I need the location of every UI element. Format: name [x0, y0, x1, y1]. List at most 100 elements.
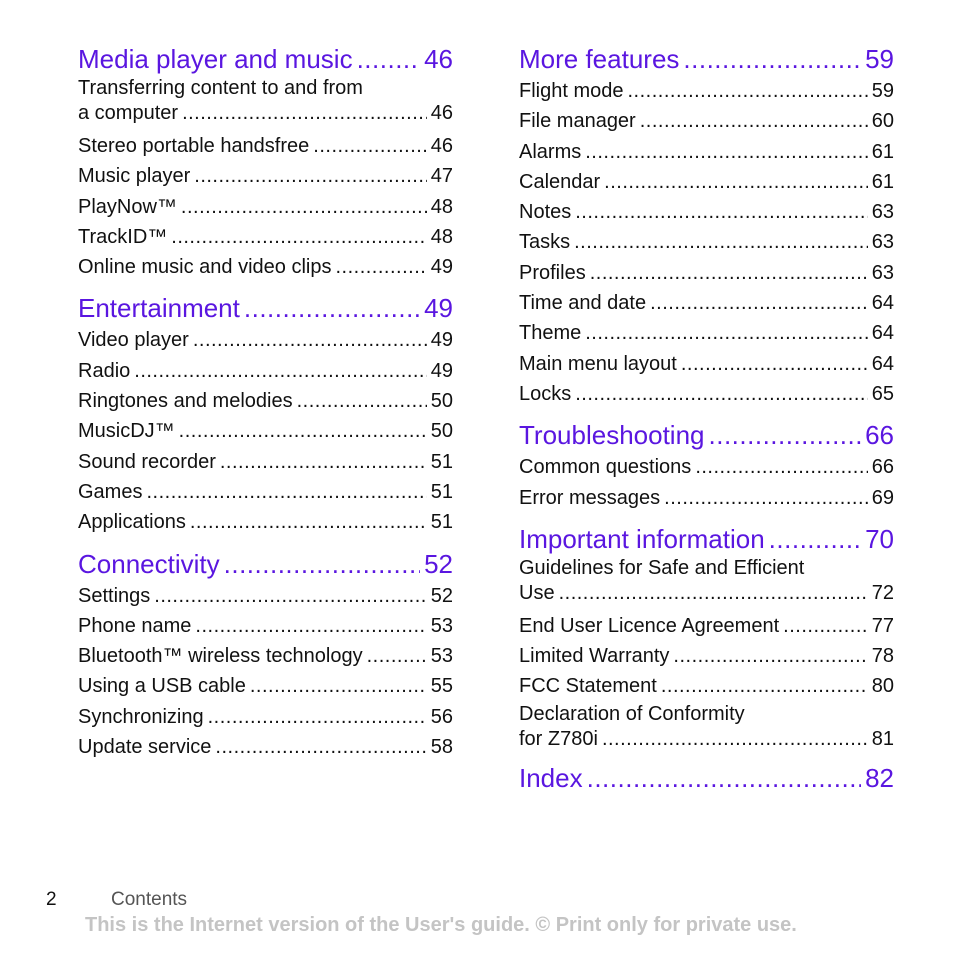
section-page-number: 49: [424, 293, 453, 324]
toc-entry[interactable]: Bluetooth™ wireless technology 53: [78, 641, 453, 671]
dot-leader: [182, 101, 427, 126]
toc-entry[interactable]: Radio 49: [78, 356, 453, 386]
toc-entry[interactable]: Video player 49: [78, 325, 453, 355]
entry-line: Video player 49: [78, 325, 453, 355]
toc-entry[interactable]: Main menu layout 64: [519, 349, 894, 379]
toc-entry[interactable]: Time and date 64: [519, 288, 894, 318]
entry-page-number: 61: [871, 170, 894, 193]
toc-entry[interactable]: Stereo portable handsfree 46: [78, 131, 453, 161]
section-heading[interactable]: Important information 70: [519, 522, 894, 556]
entry-page-number: 50: [430, 390, 453, 413]
toc-entry[interactable]: Tasks 63: [519, 227, 894, 257]
dot-leader: [604, 167, 868, 197]
dot-leader: [244, 291, 420, 325]
toc-entry[interactable]: Profiles 63: [519, 258, 894, 288]
toc-entry[interactable]: Alarms 61: [519, 137, 894, 167]
toc-entry[interactable]: Calendar 61: [519, 167, 894, 197]
section-heading[interactable]: Connectivity 52: [78, 547, 453, 581]
entry-page-number: 58: [430, 736, 453, 759]
entry-title-start: Transferring content to and from: [78, 77, 363, 99]
entry-line: Use 72: [519, 581, 894, 606]
entry-title: Games: [78, 480, 143, 503]
section-title: Troubleshooting: [519, 420, 705, 451]
entry-page-number: 48: [430, 225, 453, 248]
section-heading[interactable]: Index 82: [519, 761, 894, 795]
entry-page-number: 64: [871, 322, 894, 345]
toc-entry[interactable]: Theme 64: [519, 318, 894, 348]
section-title: Index: [519, 762, 583, 793]
toc-column-right: More features 59 Flight mode 59 File manager…: [519, 42, 894, 804]
toc-entry[interactable]: Error messages 69: [519, 483, 894, 513]
entry-line: Notes 63: [519, 197, 894, 227]
toc-section: More features 59 Flight mode 59 File manager…: [519, 42, 894, 409]
entry-line: a computer 46: [78, 101, 453, 126]
footer-note: This is the Internet version of the User…: [85, 914, 797, 936]
toc-entry[interactable]: MusicDJ™ 50: [78, 416, 453, 446]
section-heading[interactable]: Troubleshooting 66: [519, 418, 894, 452]
toc-entry[interactable]: End User Licence Agreement 77: [519, 611, 894, 641]
entry-title-start: Guidelines for Safe and Efficient: [519, 556, 805, 579]
toc-entry[interactable]: Settings 52: [78, 581, 453, 611]
section-title: Entertainment: [78, 293, 240, 324]
entry-line: End User Licence Agreement 77: [519, 611, 894, 641]
dot-leader: [585, 137, 868, 167]
entry-line: Tasks 63: [519, 227, 894, 257]
toc-entry[interactable]: Locks 65: [519, 379, 894, 409]
entry-page-number: 65: [871, 382, 894, 405]
dot-leader: [250, 671, 427, 701]
page-number: 2: [46, 889, 57, 910]
toc-entry[interactable]: Limited Warranty 78: [519, 641, 894, 671]
toc-entry[interactable]: FCC Statement 80: [519, 671, 894, 701]
toc-entry[interactable]: Using a USB cable 55: [78, 671, 453, 701]
toc-entry[interactable]: Music player 47: [78, 161, 453, 191]
entry-line: Games 51: [78, 477, 453, 507]
toc-section: Important information70Guidelines for Sa…: [519, 522, 894, 752]
section-heading[interactable]: More features 59: [519, 42, 894, 76]
dot-leader: [650, 288, 868, 318]
entry-page-number: 53: [430, 614, 453, 637]
dot-leader: [154, 581, 426, 611]
toc-entry[interactable]: File manager 60: [519, 106, 894, 136]
toc-entry[interactable]: Phone name 53: [78, 611, 453, 641]
entry-title-line: Declaration of Conformity: [519, 702, 894, 727]
toc-entry[interactable]: Games 51: [78, 477, 453, 507]
entry-title: Video player: [78, 329, 189, 352]
toc-entry[interactable]: Transferring content to and from a comput…: [78, 76, 453, 126]
dot-leader: [194, 161, 426, 191]
toc-entry[interactable]: Update service 58: [78, 732, 453, 762]
entry-line: Stereo portable handsfree 46: [78, 131, 453, 161]
toc-entry[interactable]: Synchronizing 56: [78, 702, 453, 732]
toc-entry[interactable]: Ringtones and melodies 50: [78, 386, 453, 416]
entry-page-number: 66: [871, 456, 894, 479]
dot-leader: [357, 42, 421, 76]
toc-entry[interactable]: Online music and video clips 49: [78, 252, 453, 282]
entry-line: Locks 65: [519, 379, 894, 409]
dot-leader: [313, 131, 426, 161]
entry-line: Online music and video clips 49: [78, 252, 453, 282]
entry-title: Alarms: [519, 140, 582, 163]
toc-entry[interactable]: Common questions 66: [519, 452, 894, 482]
entry-line: Using a USB cable 55: [78, 671, 453, 701]
entry-page-number: 77: [871, 614, 894, 637]
section-page-number: 66: [865, 420, 894, 451]
toc-entry[interactable]: Sound recorder 51: [78, 447, 453, 477]
toc-entry[interactable]: Flight mode 59: [519, 76, 894, 106]
toc-entry[interactable]: TrackID™ 48: [78, 222, 453, 252]
entry-title: Sound recorder: [78, 450, 216, 473]
section-heading[interactable]: Entertainment 49: [78, 291, 453, 325]
section-heading[interactable]: Media player and music 46: [78, 42, 453, 76]
toc-entry[interactable]: Applications 51: [78, 507, 453, 537]
entry-line: Alarms 61: [519, 137, 894, 167]
dot-leader: [574, 227, 868, 257]
entry-title: Main menu layout: [519, 352, 677, 375]
toc-entry[interactable]: Notes 63: [519, 197, 894, 227]
dot-leader: [681, 349, 868, 379]
dot-leader: [559, 581, 868, 606]
entry-title: a computer: [78, 102, 179, 124]
toc-entry[interactable]: PlayNow™ 48: [78, 192, 453, 222]
dot-leader: [683, 42, 861, 76]
entry-page-number: 63: [871, 261, 894, 284]
entry-title: Profiles: [519, 261, 586, 284]
